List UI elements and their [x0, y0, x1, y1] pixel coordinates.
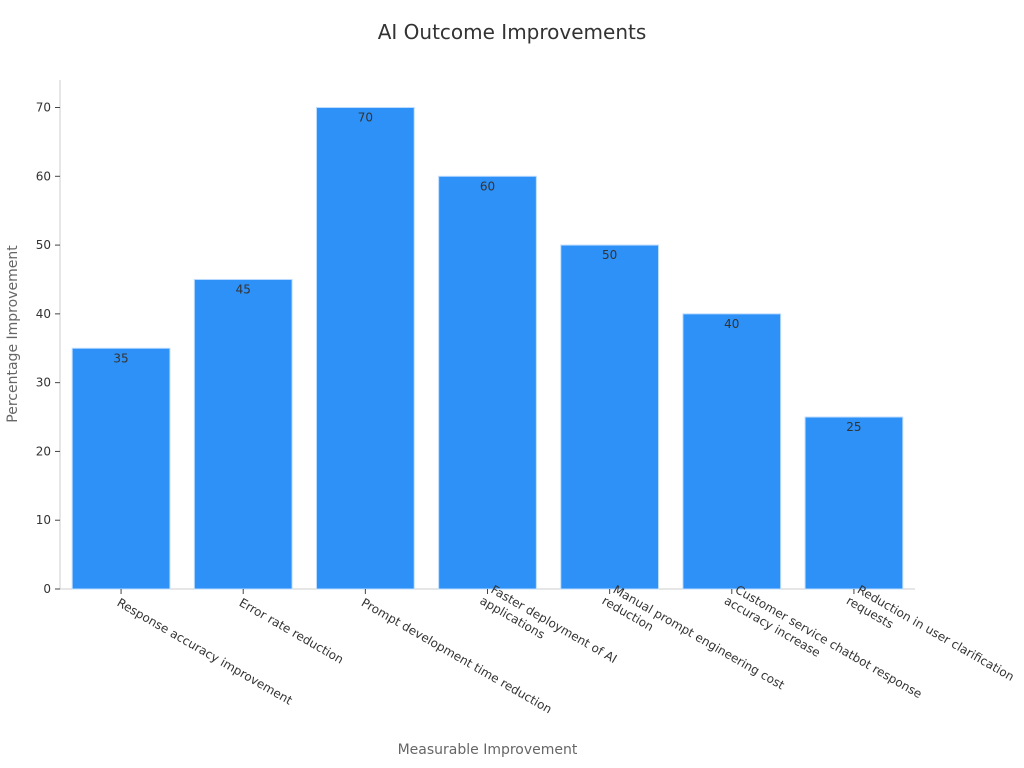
y-tick-label: 60: [36, 169, 51, 183]
bar: [438, 175, 537, 590]
bar: [682, 313, 782, 590]
bar-data-label: 25: [846, 420, 861, 434]
bar: [560, 244, 659, 590]
y-tick-label: 40: [36, 307, 51, 321]
bar: [316, 107, 415, 590]
bar: [804, 416, 904, 590]
y-tick-label: 50: [36, 238, 51, 252]
chart-title: AI Outcome Improvements: [377, 20, 647, 44]
x-axis-title: Measurable Improvement: [397, 742, 578, 758]
y-tick-label: 30: [36, 376, 51, 390]
y-tick-label: 10: [36, 513, 51, 527]
x-tick-label-line: Faster deployment of AI: [489, 582, 620, 666]
bar-data-label: 60: [480, 179, 495, 193]
bar: [193, 278, 293, 590]
x-tick-label: Error rate reduction: [237, 595, 346, 666]
x-tick-label-line: Customer service chatbot response: [733, 582, 925, 701]
x-tick-label-line: Error rate reduction: [237, 595, 346, 666]
y-tick-label: 0: [43, 582, 51, 596]
bar-data-label: 50: [602, 248, 617, 262]
bar-data-label: 70: [358, 111, 373, 125]
y-tick-label: 20: [36, 444, 51, 458]
bar-data-label: 35: [113, 351, 128, 365]
bar-data-label: 40: [724, 317, 739, 331]
bar: [71, 347, 171, 590]
y-tick-label: 70: [36, 101, 51, 115]
bar-data-label: 45: [236, 282, 251, 296]
